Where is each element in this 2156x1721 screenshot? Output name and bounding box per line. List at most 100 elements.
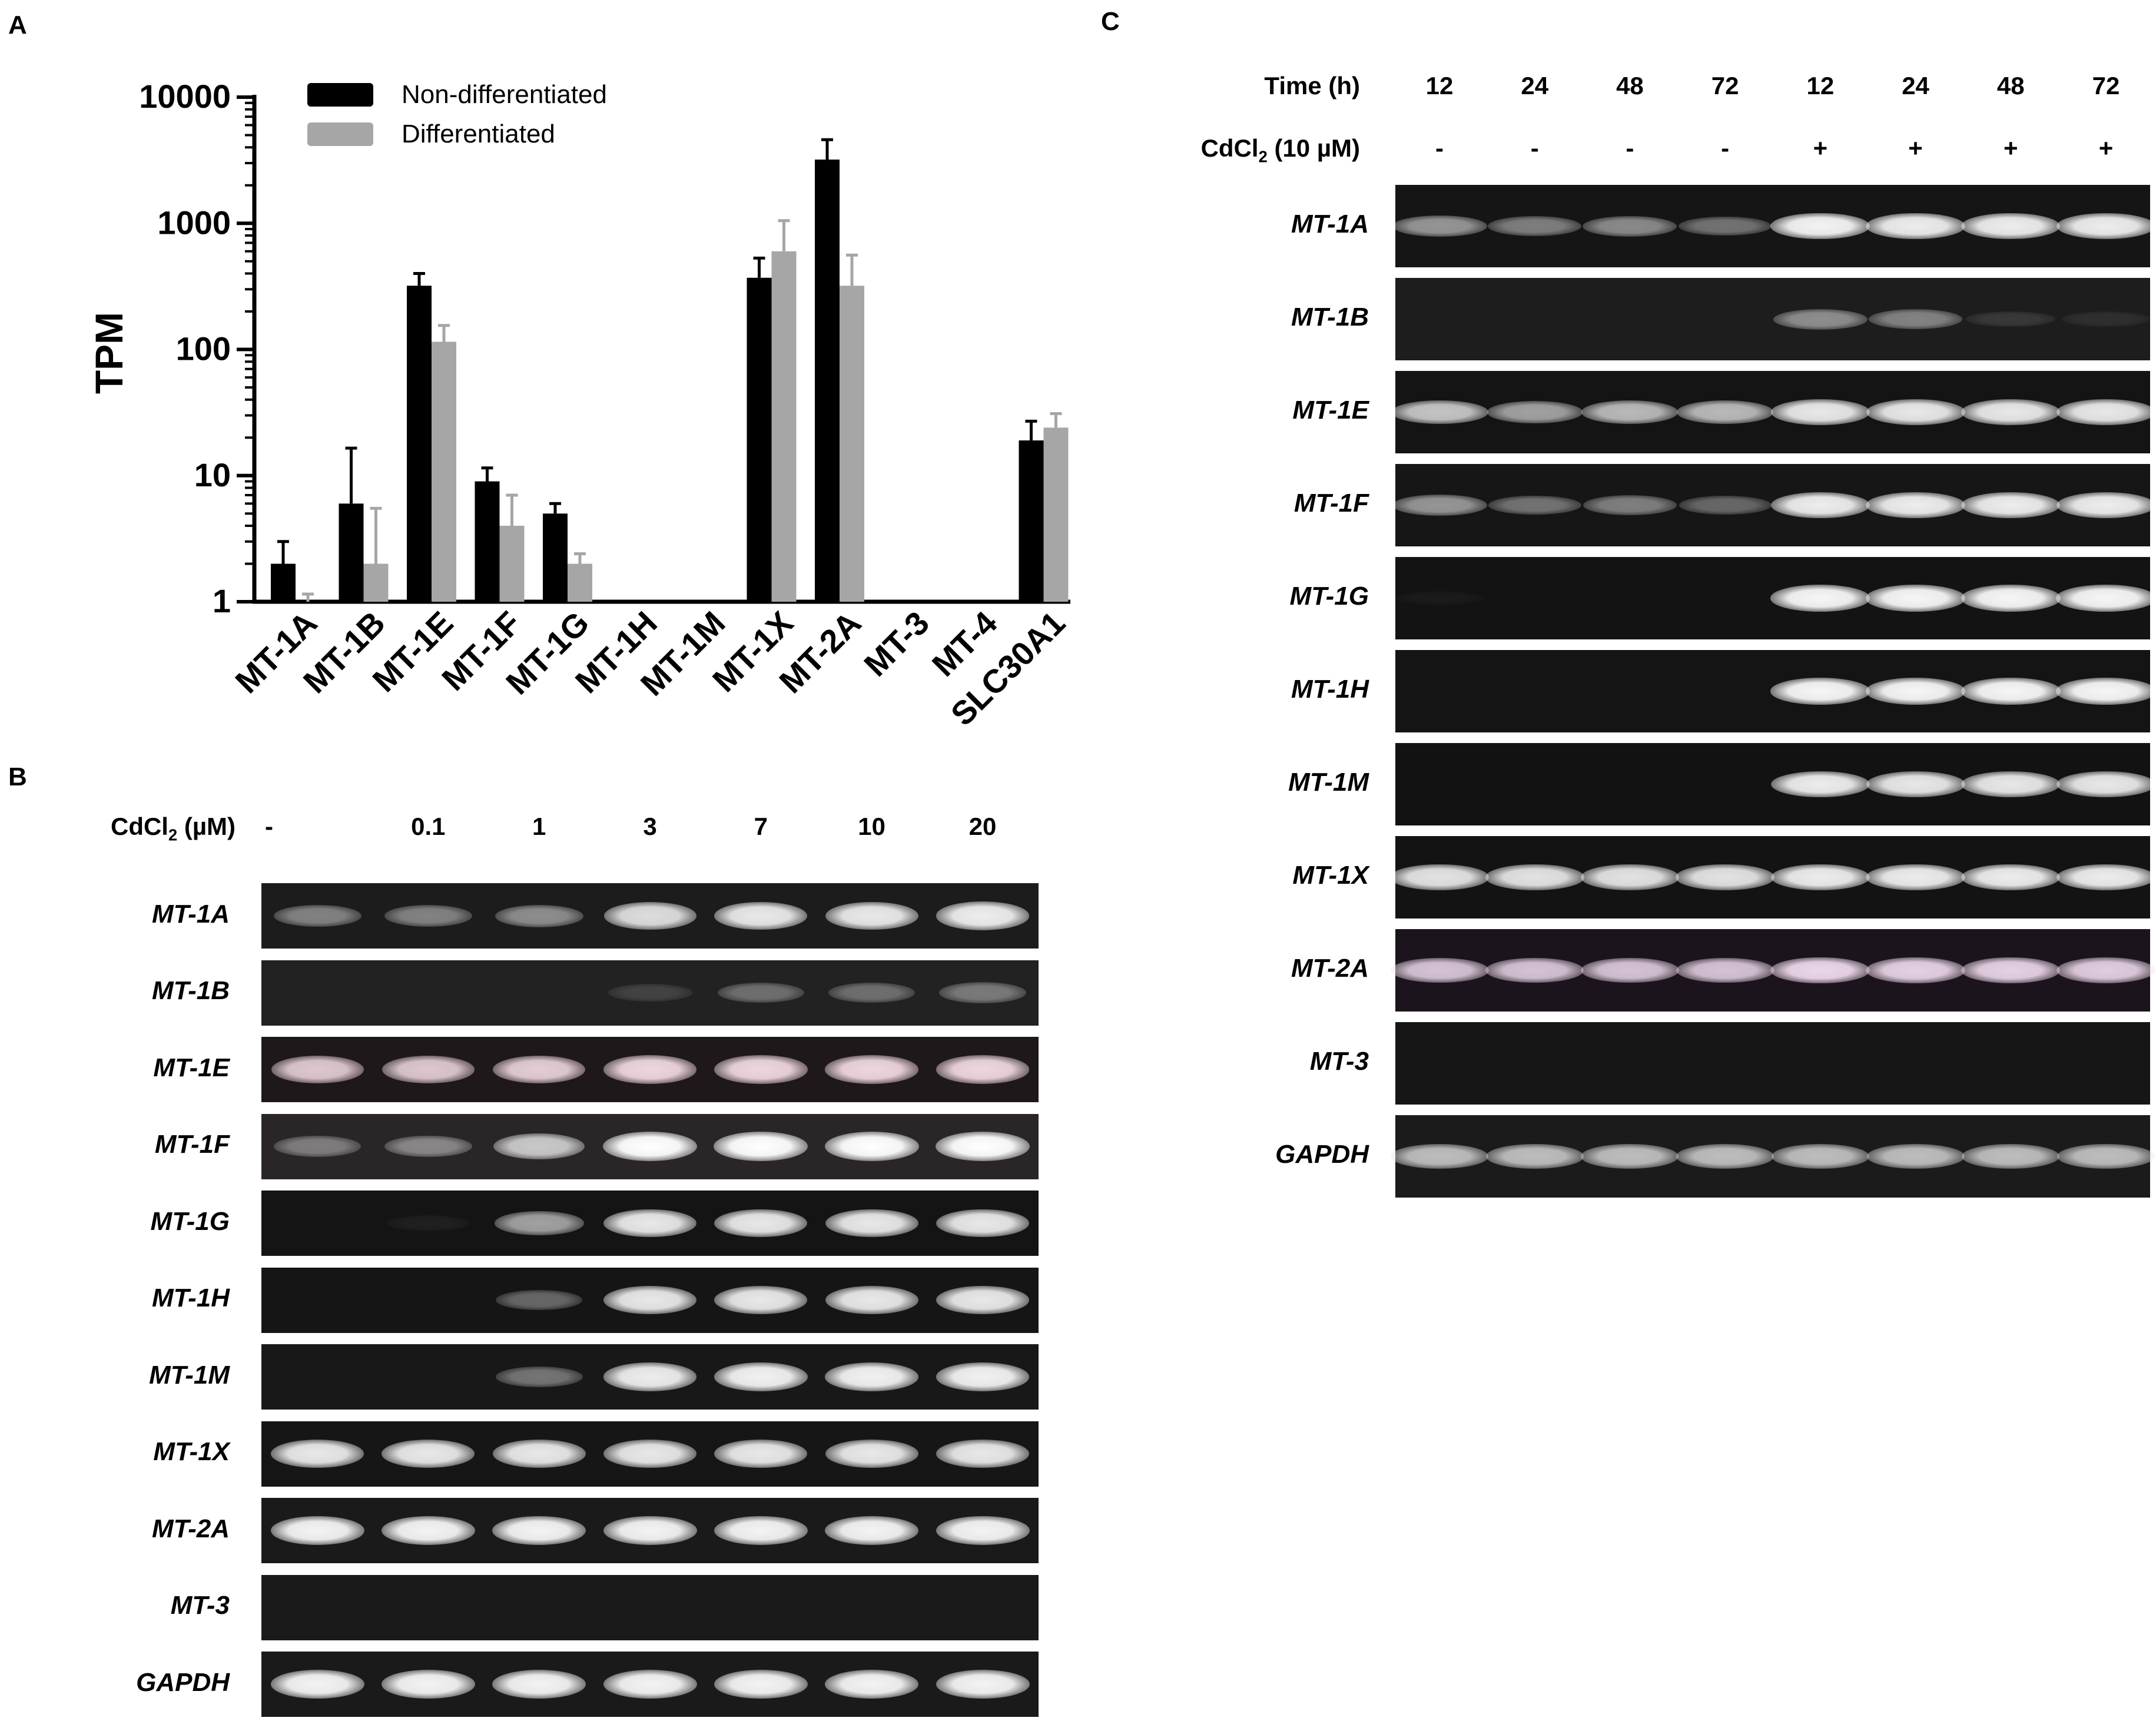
gel-band xyxy=(1583,215,1677,237)
gel-band xyxy=(714,1670,808,1699)
dose-lane-label: 3 xyxy=(643,813,657,840)
gel-band xyxy=(1866,864,1965,891)
gel-band xyxy=(1580,957,1679,983)
panel-letter-b: B xyxy=(8,762,27,791)
gel-band xyxy=(1391,400,1488,425)
bar xyxy=(840,286,864,602)
bar xyxy=(271,563,296,602)
gel-band xyxy=(936,1440,1029,1468)
gel-band xyxy=(1866,213,1965,240)
gel-band xyxy=(1869,309,1963,329)
panel-a-bar-chart: 110100100010000TPMMT-1AMT-1BMT-1EMT-1FMT… xyxy=(87,78,1072,732)
gel-band xyxy=(936,1286,1029,1314)
gel-band xyxy=(1773,309,1868,330)
legend-swatch xyxy=(307,83,373,107)
dose-lane-label: 1 xyxy=(532,813,546,840)
gel-strip xyxy=(1392,464,2156,546)
label-subscript: 2 xyxy=(1258,147,1268,166)
gel-band xyxy=(1485,864,1584,890)
gel-row-label: MT-1E xyxy=(1292,396,1369,425)
gel-strip xyxy=(261,1421,1039,1487)
panel-letter-c: C xyxy=(1101,7,1120,36)
y-tick-label: 1 xyxy=(213,582,231,619)
treatment-lane-label: - xyxy=(1626,134,1634,162)
gel-band xyxy=(608,984,692,1002)
gel-band xyxy=(825,1516,919,1545)
gel-row-label: MT-1F xyxy=(1293,489,1369,518)
gel-band xyxy=(825,1362,919,1391)
time-header: Time (h) xyxy=(1264,72,1360,100)
gel-strip xyxy=(261,1267,1039,1333)
gel-band xyxy=(603,1132,697,1161)
y-tick-label: 1000 xyxy=(157,204,231,241)
gel-strip xyxy=(1395,557,2156,639)
gel-band xyxy=(270,1516,364,1545)
gel-band xyxy=(1391,1144,1488,1169)
cdcl2-treatment-header: CdCl2 (10 µM) xyxy=(1130,134,1360,166)
gel-band xyxy=(2056,585,2156,612)
gel-band xyxy=(382,1440,475,1468)
gel-band xyxy=(1395,591,1484,606)
y-tick-label: 100 xyxy=(176,330,231,367)
y-tick-label: 10000 xyxy=(139,78,231,115)
gel-band xyxy=(1770,864,1870,891)
gel-band xyxy=(714,1055,808,1084)
gel-band xyxy=(1770,492,1870,519)
gel-band xyxy=(714,1440,808,1468)
gel-strip xyxy=(261,1191,1039,1256)
gel-band xyxy=(381,1670,475,1699)
gel-band xyxy=(936,1209,1029,1238)
gel-band xyxy=(1961,213,2061,240)
gel-band xyxy=(384,905,472,927)
gel-band xyxy=(603,1516,697,1545)
gel-band xyxy=(717,982,804,1003)
gel-band xyxy=(825,901,918,930)
gel-band xyxy=(1676,864,1774,890)
gel-band xyxy=(1390,957,1489,983)
gel-band xyxy=(603,902,696,930)
gel-strip xyxy=(261,960,1039,1026)
gel-band xyxy=(936,1516,1030,1545)
label-text: (10 µM) xyxy=(1267,134,1360,162)
gel-band xyxy=(1961,864,2061,891)
gel-band xyxy=(1679,496,1772,515)
gel-band xyxy=(495,1366,583,1388)
gel-band xyxy=(825,1286,918,1314)
gel-row-label: GAPDH xyxy=(136,1667,230,1697)
time-lane-label: 48 xyxy=(1616,72,1644,100)
gel-band xyxy=(1770,678,1870,705)
dose-lane-label: - xyxy=(265,813,273,840)
gel-band xyxy=(1485,957,1584,983)
gel-band xyxy=(1966,311,2056,327)
gel-row-label: MT-1G xyxy=(1289,582,1369,611)
gel-row-label: MT-1H xyxy=(1291,675,1369,704)
label-text: CdCl xyxy=(110,813,168,840)
gel-band xyxy=(936,1362,1030,1391)
gel-band xyxy=(1770,585,1870,612)
bar xyxy=(363,563,389,602)
gel-band xyxy=(1488,495,1581,515)
bar xyxy=(432,341,456,602)
bar xyxy=(499,526,525,602)
gel-band xyxy=(2056,213,2156,240)
gel-band xyxy=(1961,771,2061,797)
bar xyxy=(543,513,568,602)
gel-strip xyxy=(1395,1022,2150,1105)
gel-band xyxy=(936,901,1030,930)
gel-band xyxy=(1676,1144,1774,1169)
legend-swatch xyxy=(307,122,373,146)
gel-band xyxy=(939,982,1026,1003)
gel-strip xyxy=(1391,1115,2155,1198)
gel-band xyxy=(1487,401,1583,423)
gel-band xyxy=(1390,864,1489,890)
gel-band xyxy=(2057,957,2155,983)
gel-strip xyxy=(261,1113,1039,1179)
gel-band xyxy=(2057,771,2155,797)
gel-band xyxy=(1865,585,1966,612)
treatment-lane-label: + xyxy=(2098,134,2114,162)
time-lane-label: 24 xyxy=(1521,72,1549,100)
gel-band xyxy=(1770,399,1870,425)
gel-band xyxy=(714,1516,808,1545)
gel-strip xyxy=(261,1574,1039,1640)
cdcl2-dose-header: CdCl2 (µM) xyxy=(77,813,235,844)
